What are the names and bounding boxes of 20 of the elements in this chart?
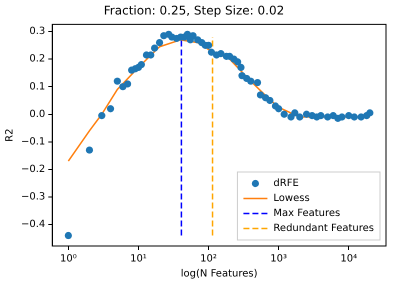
y-tick-label: 0.0 xyxy=(29,108,46,120)
x-tick-label: 10⁴ xyxy=(340,254,358,265)
x-axis-title: log(N Features) xyxy=(180,268,258,280)
x-tick-label: 10⁰ xyxy=(60,254,77,265)
y-tick-label: −0.4 xyxy=(20,219,46,230)
y-tick-label: 0.1 xyxy=(29,81,46,92)
legend-label: dRFE xyxy=(273,178,299,190)
y-tick-label: −0.2 xyxy=(20,164,46,175)
y-tick-label: 0.2 xyxy=(29,54,46,65)
legend-label: Max Features xyxy=(273,208,340,220)
x-tick-label: 10³ xyxy=(270,254,288,265)
legend-label: Redundant Features xyxy=(273,223,374,234)
y-axis-title: R2 xyxy=(4,128,16,142)
y-tick-label: −0.1 xyxy=(20,136,46,148)
legend-label: Lowess xyxy=(273,193,310,204)
x-tick-label: 10¹ xyxy=(130,254,147,265)
chart-title: Fraction: 0.25, Step Size: 0.02 xyxy=(104,3,284,18)
y-tick-label: 0.3 xyxy=(29,26,46,38)
x-tick-label: 10² xyxy=(200,254,217,265)
y-tick-label: −0.3 xyxy=(20,192,46,203)
